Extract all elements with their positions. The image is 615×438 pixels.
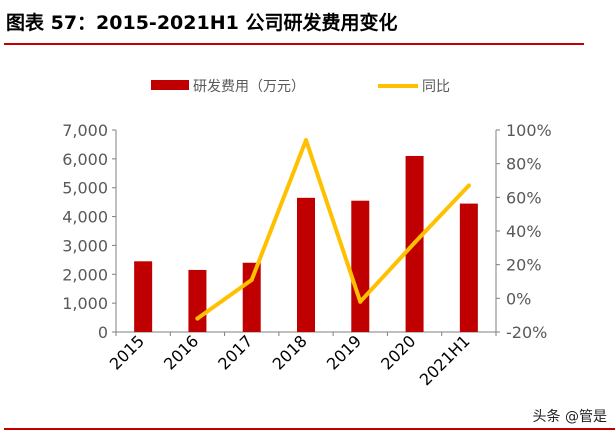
legend: 研发费用（万元） 同比 — [151, 79, 450, 95]
top-divider — [4, 43, 584, 45]
y-left-tick-label: 5,000 — [62, 179, 108, 198]
bar-2019 — [351, 200, 370, 332]
y-left-tick-label: 6,000 — [62, 150, 108, 169]
bottom-divider — [4, 428, 615, 430]
bar-2016 — [188, 269, 207, 332]
bar-2021H1 — [459, 203, 478, 332]
x-tick-label: 2018 — [269, 331, 311, 373]
y-right-tick-label: 20% — [506, 256, 542, 275]
bars — [134, 155, 478, 332]
y-left-tick-label: 0 — [98, 323, 108, 342]
x-tick-label: 2020 — [377, 331, 419, 373]
y-right-tick-label: 0% — [506, 289, 531, 308]
yoy-point-2017 — [249, 277, 254, 282]
bar-2017 — [242, 262, 261, 332]
x-tick-label: 2017 — [214, 331, 256, 373]
x-tick-label: 2015 — [106, 331, 148, 373]
axes — [112, 129, 500, 336]
bar-2018 — [297, 197, 315, 332]
x-tick-label: 2021H1 — [416, 331, 474, 389]
bar-2015 — [134, 261, 153, 332]
yoy-line — [195, 138, 471, 321]
x-tick-label: 2016 — [160, 331, 202, 373]
watermark: 头条 @管是 — [532, 409, 607, 425]
legend-label-line: 同比 — [422, 79, 450, 95]
legend-swatch-bar — [151, 80, 189, 90]
x-tick-label: 2019 — [323, 331, 365, 373]
yoy-point-2016 — [195, 316, 200, 321]
yoy-point-2018 — [304, 138, 308, 143]
y-left-tick-label: 4,000 — [62, 208, 108, 227]
legend-label-bar: 研发费用（万元） — [193, 79, 305, 95]
yoy-line-path — [195, 138, 471, 321]
yoy-point-2021H1 — [466, 183, 471, 188]
yoy-point-2020 — [412, 240, 417, 245]
y-left-tick-label: 3,000 — [62, 236, 108, 255]
y-right-tick-label: 100% — [506, 121, 552, 140]
y-left-tick-label: 7,000 — [62, 121, 108, 140]
y-right-tick-label: 80% — [506, 155, 542, 174]
y-right-tick-label: 60% — [506, 188, 542, 207]
y-right-tick-label: -20% — [506, 323, 547, 342]
y-left-tick-label: 2,000 — [62, 265, 108, 284]
y-left-tick-label: 1,000 — [62, 294, 108, 313]
yoy-point-2019 — [358, 299, 363, 304]
y-right-tick-label: 40% — [506, 222, 542, 241]
figure-title: 图表 57：2015-2021H1 公司研发费用变化 — [6, 12, 398, 34]
